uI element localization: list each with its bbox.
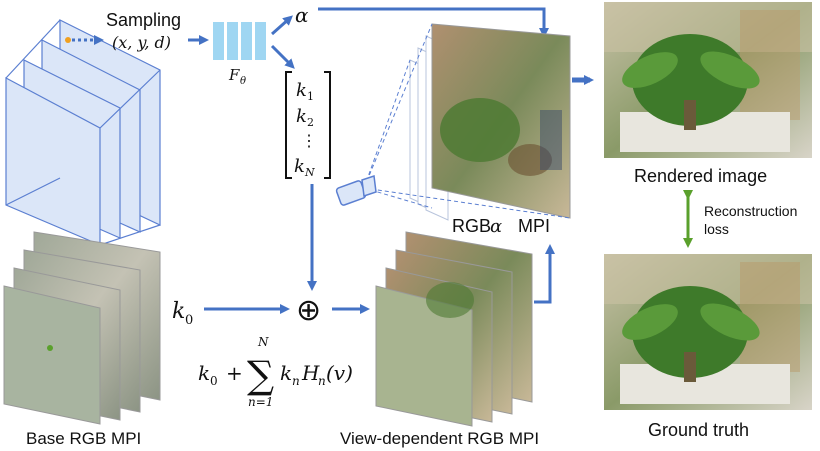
sample-point: [65, 37, 71, 43]
formula-sum-upper: N: [257, 335, 269, 349]
rgba-mpi-label-suffix: MPI: [518, 216, 550, 236]
network-sub: θ: [240, 76, 246, 87]
k1-label: k: [296, 80, 307, 101]
to-coefficients-arrow: [270, 44, 295, 69]
formula-kn-sub: n: [292, 374, 300, 388]
sampling-label: Sampling: [106, 10, 181, 30]
alpha-to-mpi-arrow: [318, 7, 549, 38]
formula-plus: +: [226, 361, 243, 385]
camera-frustum: [363, 23, 571, 219]
to-alpha-arrow: [271, 15, 293, 36]
alpha-label: α: [295, 3, 309, 27]
formula-sum: ∑: [247, 353, 274, 397]
kN-label: k: [294, 156, 305, 177]
base-rgb-mpi-stack: [3, 231, 161, 425]
view-dependent-mpi-stack: [375, 231, 533, 427]
formula-H-sub: n: [318, 374, 326, 388]
network-block: [213, 22, 266, 60]
k2-label: k: [296, 106, 307, 127]
formula-kn: k: [280, 361, 292, 385]
view-mpi-to-rgba-arrow: [534, 244, 555, 304]
network-label: F: [228, 66, 240, 84]
ground-truth-label: Ground truth: [648, 420, 749, 440]
formula-sum-lower: n=1: [248, 395, 273, 409]
rendered-image: [604, 2, 812, 158]
sum-operator: ⊕: [296, 293, 321, 328]
k2-sub: 2: [307, 116, 314, 129]
k0-label: k: [172, 299, 185, 324]
k1-sub: 1: [307, 90, 314, 103]
formula-H: H: [301, 361, 320, 385]
coefficient-vector: [285, 71, 331, 179]
k0-sub: 0: [185, 313, 193, 328]
sampling-coords: (x, y, d): [112, 33, 171, 52]
reconstruction-label: Reconstruction: [704, 203, 797, 219]
rgba-mpi-stack: [409, 23, 571, 221]
formula: k 0 + ∑ N n=1 k n H n (v): [198, 335, 353, 409]
base-rgb-mpi-label: Base RGB MPI: [26, 429, 141, 448]
ground-truth-image: [604, 254, 812, 410]
rendered-image-label: Rendered image: [634, 166, 767, 186]
rgba-mpi-label-prefix: RGB: [452, 216, 491, 236]
camera-icon: [335, 174, 377, 206]
formula-arg: (v): [326, 361, 353, 385]
sampling-planes: [5, 19, 161, 246]
formula-k0: k: [198, 361, 210, 385]
k-ellipsis: ⋮: [301, 131, 317, 150]
rgba-mpi-label-alpha: α: [490, 216, 502, 237]
loss-label: loss: [704, 221, 729, 237]
formula-k0-sub: 0: [210, 374, 218, 388]
view-dependent-mpi-label: View-dependent RGB MPI: [340, 429, 539, 448]
kN-sub: N: [304, 166, 315, 179]
